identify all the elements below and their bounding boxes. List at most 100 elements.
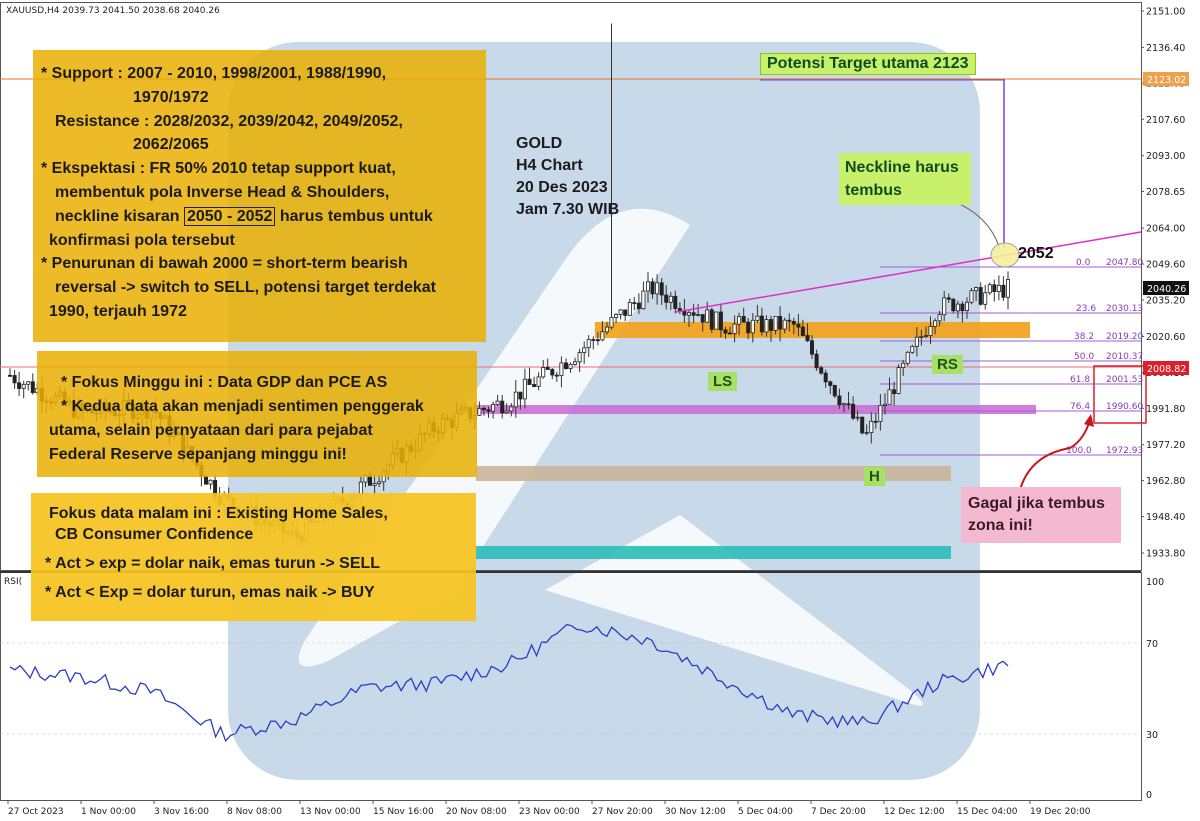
time-tick-label: 30 Nov 12:00 (665, 807, 726, 817)
candle-body (946, 297, 951, 300)
fib-label-236-price: 2030.13 (1106, 304, 1143, 314)
candle-body (636, 302, 641, 310)
fib-label-100-ratio: 100.0 (1066, 446, 1092, 456)
candle-body (723, 329, 728, 334)
candle-body (714, 311, 719, 330)
note-text: harus tembus untuk (279, 207, 433, 225)
candle-body (951, 298, 956, 312)
candle-body (618, 309, 623, 315)
time-tick-label: 8 Nov 08:00 (227, 807, 282, 817)
candle-body (800, 326, 805, 336)
candle-body (7, 374, 12, 377)
candle-body (851, 403, 856, 419)
chart-title: GOLD H4 Chart 20 Des 2023 Jam 7.30 WIB (516, 133, 619, 221)
note-line: Resistance : 2028/2032, 2039/2042, 2049/… (55, 112, 403, 130)
note-line-neckline: neckline kisaran 2050 - 2052 harus tembu… (41, 205, 478, 229)
candle-body (582, 347, 587, 353)
candle-body (687, 312, 692, 316)
candle-body (728, 332, 733, 335)
candle-body (873, 420, 878, 423)
candle-body (532, 384, 537, 387)
candle-body (609, 316, 614, 328)
candle-body (595, 339, 600, 342)
candle-body (942, 297, 947, 316)
candle-body (504, 410, 509, 414)
candle-body (828, 381, 833, 386)
candle-body (664, 294, 669, 303)
fib-label-764-price: 1990.60 (1106, 402, 1143, 412)
candle-body (791, 320, 796, 325)
candle-body (586, 339, 591, 349)
neckline-range-box: 2050 - 2052 (183, 206, 276, 226)
candle-body (550, 369, 555, 376)
note-line: utama, selain pernyataan dari para pejab… (49, 422, 373, 439)
candle-body (814, 353, 819, 369)
candle-body (21, 383, 26, 389)
candle-body (883, 403, 888, 406)
price-tick-label: 1933.80 (1146, 549, 1185, 560)
candle-body (573, 361, 578, 365)
candle-body (992, 284, 997, 293)
price-tick-label: 1962.80 (1146, 476, 1185, 487)
target-price-tag: 2123.02 (1147, 75, 1186, 86)
rsi-line (9, 623, 1009, 743)
candle-body (500, 400, 505, 414)
candle-body (805, 335, 810, 342)
candle-body (841, 403, 846, 406)
candle-body (614, 314, 619, 318)
candle-body (30, 381, 35, 393)
note-line: * Act > exp = dolar naik, emas turun -> … (45, 555, 381, 572)
failure-arrow-head (1084, 414, 1094, 427)
time-tick-label: 5 Dec 04:00 (738, 807, 793, 817)
fib-label-100-price: 1972.93 (1106, 446, 1143, 456)
neckline-price-label: 2052 (1018, 245, 1054, 262)
note-line: CB Consumer Confidence (55, 526, 254, 543)
candle-body (486, 409, 491, 412)
candle-body (26, 381, 31, 385)
candle-body (632, 302, 637, 305)
fibonacci-levels: 0.0 2047.80 23.6 2030.13 38.2 2019.20 50… (880, 258, 1143, 456)
time-tick-label: 12 Dec 12:00 (884, 807, 945, 817)
candle-body (901, 362, 906, 368)
pattern-head: H (864, 467, 885, 486)
failure-label-line: Gagal jika tembus (968, 495, 1105, 512)
candle-body (837, 395, 842, 406)
candle-body (12, 375, 17, 384)
target-price-tag-box (1143, 72, 1189, 86)
time-tick-label: 15 Dec 04:00 (957, 807, 1018, 817)
candle-body (518, 391, 523, 400)
candle-body (554, 374, 559, 377)
candle-body (910, 345, 915, 353)
candle-body (718, 311, 723, 331)
failure-label: Gagal jika tembus zona ini! (961, 487, 1121, 543)
note-line: membentuk pola Inverse Head & Shoulders, (55, 183, 390, 201)
price-tick-label: 2093.00 (1146, 151, 1185, 162)
fib-label-618-ratio: 61.8 (1070, 375, 1090, 385)
rsi-label: RSI( (4, 577, 22, 587)
rsi-tick-30: 30 (1146, 730, 1158, 741)
candle-body (732, 323, 737, 334)
candle-body (974, 287, 979, 292)
candle-body (564, 362, 569, 369)
candle-body (477, 407, 482, 416)
price-tick-label: 2064.00 (1146, 224, 1185, 235)
candle-body (208, 479, 213, 485)
candle-body (914, 336, 919, 347)
current-price-tag: 2040.26 (1147, 284, 1186, 295)
candle-body (491, 404, 496, 412)
candle-body (509, 406, 514, 412)
candle-body (541, 366, 546, 378)
candle-body (668, 295, 673, 303)
candle-body (855, 416, 860, 419)
candle-body (764, 319, 769, 333)
note-line: * Support : 2007 - 2010, 1998/2001, 1988… (41, 65, 387, 82)
candle-body (846, 403, 851, 406)
candle-body (978, 287, 983, 305)
pattern-left-shoulder: LS (708, 372, 738, 391)
candle-body (892, 389, 897, 395)
candle-body (987, 284, 992, 294)
note-line: 1970/1972 (133, 88, 209, 106)
candle-body (769, 319, 774, 331)
time-tick-label: 7 Dec 20:00 (811, 807, 866, 817)
time-tick-label: 15 Nov 16:00 (373, 807, 434, 817)
